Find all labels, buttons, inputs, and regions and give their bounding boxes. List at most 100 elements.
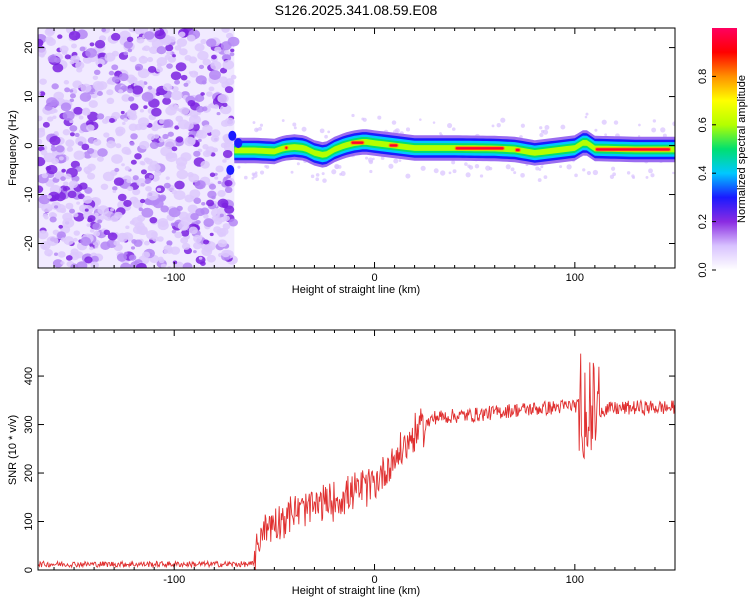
noise-blob xyxy=(101,28,107,33)
noise-blob xyxy=(128,254,137,261)
noise-blob xyxy=(92,222,102,231)
noise-blob xyxy=(194,43,205,52)
noise-blob xyxy=(226,174,232,179)
noise-blob xyxy=(182,262,193,268)
noise-blob xyxy=(72,80,83,89)
noise-blob xyxy=(193,114,199,119)
noise-blob xyxy=(38,138,43,146)
noise-blob xyxy=(209,70,221,81)
noise-blob xyxy=(152,236,159,242)
colorbar-tick-label: 0.2 xyxy=(697,214,709,229)
noise-blob xyxy=(147,65,157,73)
signal-halo xyxy=(252,173,258,178)
noise-blob xyxy=(197,50,209,61)
noise-blob xyxy=(85,170,90,175)
noise-blob xyxy=(124,166,131,171)
noise-blob xyxy=(54,252,59,256)
noise-blob xyxy=(110,208,115,212)
noise-blob xyxy=(57,34,63,39)
noise-blob xyxy=(61,168,66,173)
colorbar-gradient xyxy=(712,28,737,270)
signal-halo xyxy=(651,127,657,133)
colorbar-ticks: 0.0 0.2 0.4 0.6 0.8 xyxy=(697,69,716,278)
noise-blob xyxy=(127,88,134,94)
noise-blob xyxy=(73,106,83,115)
noise-blob xyxy=(138,80,145,85)
noise-blob xyxy=(96,113,105,120)
noise-blob xyxy=(65,202,74,210)
noise-blob xyxy=(145,185,152,192)
signal-halo xyxy=(252,121,256,124)
noise-blob xyxy=(41,172,48,179)
noise-blob xyxy=(137,117,150,127)
noise-blob xyxy=(193,250,197,254)
signal-halo xyxy=(610,166,616,171)
noise-blob xyxy=(76,201,81,205)
noise-blob xyxy=(69,93,76,99)
noise-blob xyxy=(69,132,75,137)
signal-halo xyxy=(405,127,411,132)
noise-blob xyxy=(112,190,117,194)
noise-blob xyxy=(87,172,96,180)
signal-halo xyxy=(433,168,439,174)
noise-blob xyxy=(207,190,217,199)
noise-blob xyxy=(63,236,75,246)
noise-blob xyxy=(168,36,176,43)
signal-halo xyxy=(465,172,471,178)
signal-halo xyxy=(405,173,411,179)
noise-blob xyxy=(59,207,67,214)
noise-blob xyxy=(198,64,205,70)
noise-blob xyxy=(93,69,101,76)
noise-blob xyxy=(164,54,171,60)
noise-blob xyxy=(147,133,156,141)
colorbar-tick-label: 0.4 xyxy=(697,166,709,181)
noise-blob xyxy=(62,129,71,136)
noise-blob xyxy=(181,242,191,250)
noise-blob xyxy=(170,246,181,255)
snr-x-tick-label: -100 xyxy=(163,574,185,586)
noise-blob xyxy=(222,223,231,230)
noise-blob xyxy=(82,195,93,204)
noise-blob xyxy=(147,56,154,63)
signal-halo xyxy=(500,117,506,123)
signal-halo xyxy=(662,133,667,138)
noise-blob xyxy=(39,78,47,85)
signal-halo xyxy=(301,126,307,132)
noise-blob xyxy=(115,143,122,149)
noise-blob xyxy=(92,75,99,80)
spectrogram-y-tick-label: -10 xyxy=(23,187,35,203)
signal-halo xyxy=(315,173,320,177)
noise-blob xyxy=(230,48,235,53)
noise-blob xyxy=(210,208,222,218)
noise-blob xyxy=(65,139,75,147)
noise-blob xyxy=(116,232,129,243)
noise-blob xyxy=(128,123,138,132)
noise-blob xyxy=(223,49,230,55)
noise-blob xyxy=(96,90,103,97)
noise-blob xyxy=(139,108,145,113)
noise-blob xyxy=(79,92,92,102)
noise-blob xyxy=(38,38,44,47)
signal-halo xyxy=(310,174,315,179)
noise-blob xyxy=(79,46,86,52)
signal-halo xyxy=(419,118,422,121)
noise-blob xyxy=(203,239,210,245)
noise-blob xyxy=(73,230,81,236)
noise-blob xyxy=(210,135,220,143)
noise-blob xyxy=(106,140,116,149)
snr-y-tick-label: 0 xyxy=(23,567,35,573)
noise-blob xyxy=(81,143,90,151)
noise-blob xyxy=(163,182,171,189)
noise-blob xyxy=(95,58,105,67)
snr-panel: -100 0 100 0 100 200 300 400 Height of straight… xyxy=(7,329,676,597)
noise-blob xyxy=(222,102,228,108)
signal-halo xyxy=(520,173,525,178)
colorbar-tick-label: 0.0 xyxy=(697,262,709,277)
signal-halo xyxy=(672,121,675,127)
signal-halo xyxy=(540,165,544,169)
noise-blob xyxy=(210,60,222,71)
noise-blob xyxy=(104,52,116,62)
noise-blob xyxy=(188,173,200,183)
signal-onset xyxy=(228,130,237,141)
